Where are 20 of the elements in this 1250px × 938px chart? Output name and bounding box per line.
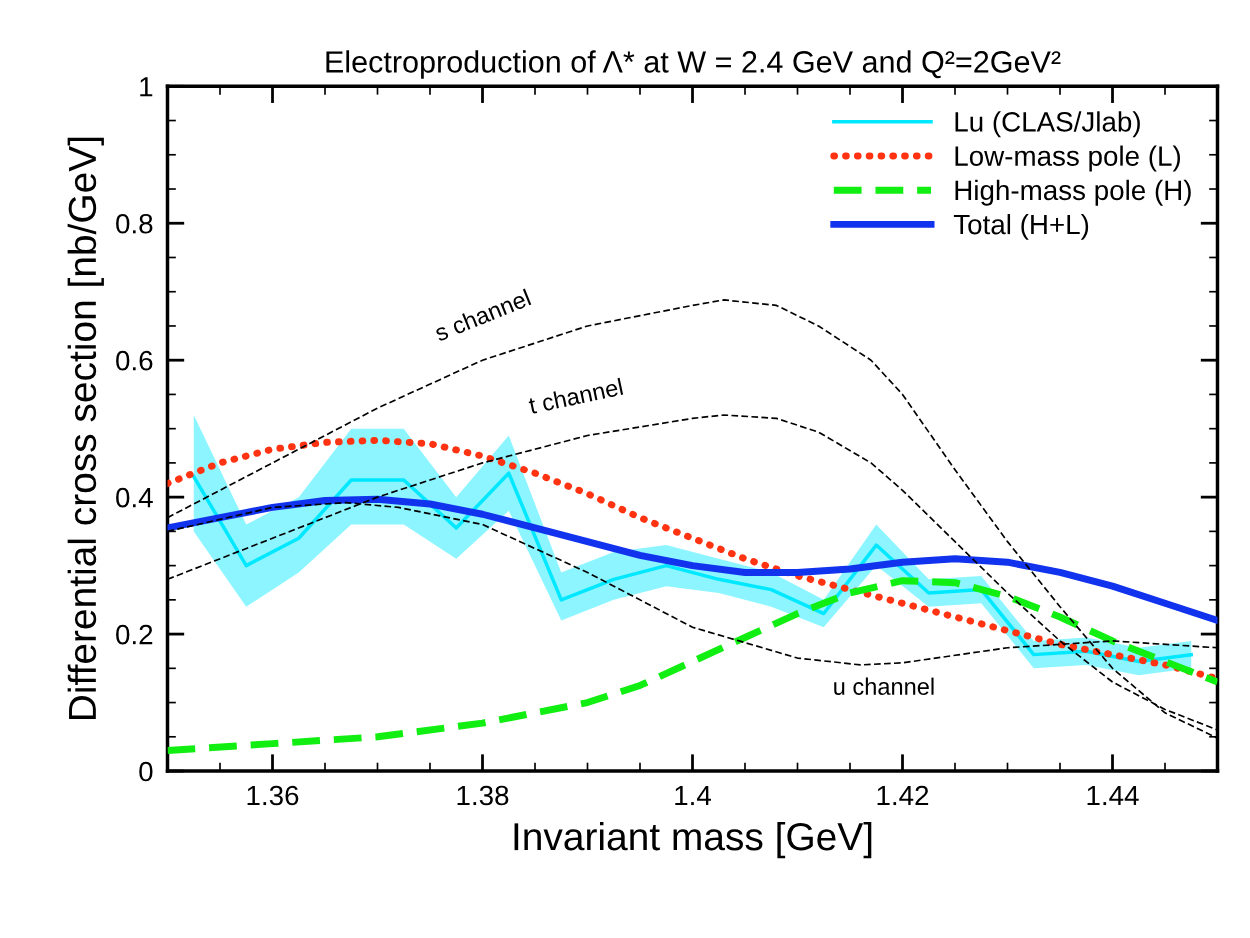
legend-label: Total (H+L) xyxy=(953,213,1089,240)
x-tick-label: 1.36 xyxy=(247,785,299,806)
legend-label: Lu (CLAS/Jlab) xyxy=(955,111,1140,138)
x-tick-label: 1.4 xyxy=(675,785,711,806)
x-tick-label: 1.42 xyxy=(877,785,929,806)
x-tick-label: 1.38 xyxy=(457,785,509,806)
x-tick-label: 1.44 xyxy=(1087,785,1139,806)
y-tick-label: 0.4 xyxy=(116,487,153,508)
y-tick-label: 0.2 xyxy=(116,624,153,645)
y-tick-label: 0.6 xyxy=(116,350,153,371)
legend-label: High-mass pole (H) xyxy=(955,179,1191,206)
y-tick-label: 1 xyxy=(140,77,153,97)
annotation: u channel xyxy=(834,677,934,695)
legend-label: Low-mass pole (L) xyxy=(955,145,1181,172)
y-tick-label: 0 xyxy=(139,761,153,782)
chart-title: Electroproduction of Λ* at W = 2.4 GeV and Q²=2GeV² xyxy=(326,50,1061,79)
y-axis-title: Differential cross section [nb/GeV] xyxy=(67,137,104,720)
annotation: t channel xyxy=(527,377,624,415)
y-tick-label: 0.8 xyxy=(116,213,153,234)
x-axis-title: Invariant mass [GeV] xyxy=(514,821,872,859)
